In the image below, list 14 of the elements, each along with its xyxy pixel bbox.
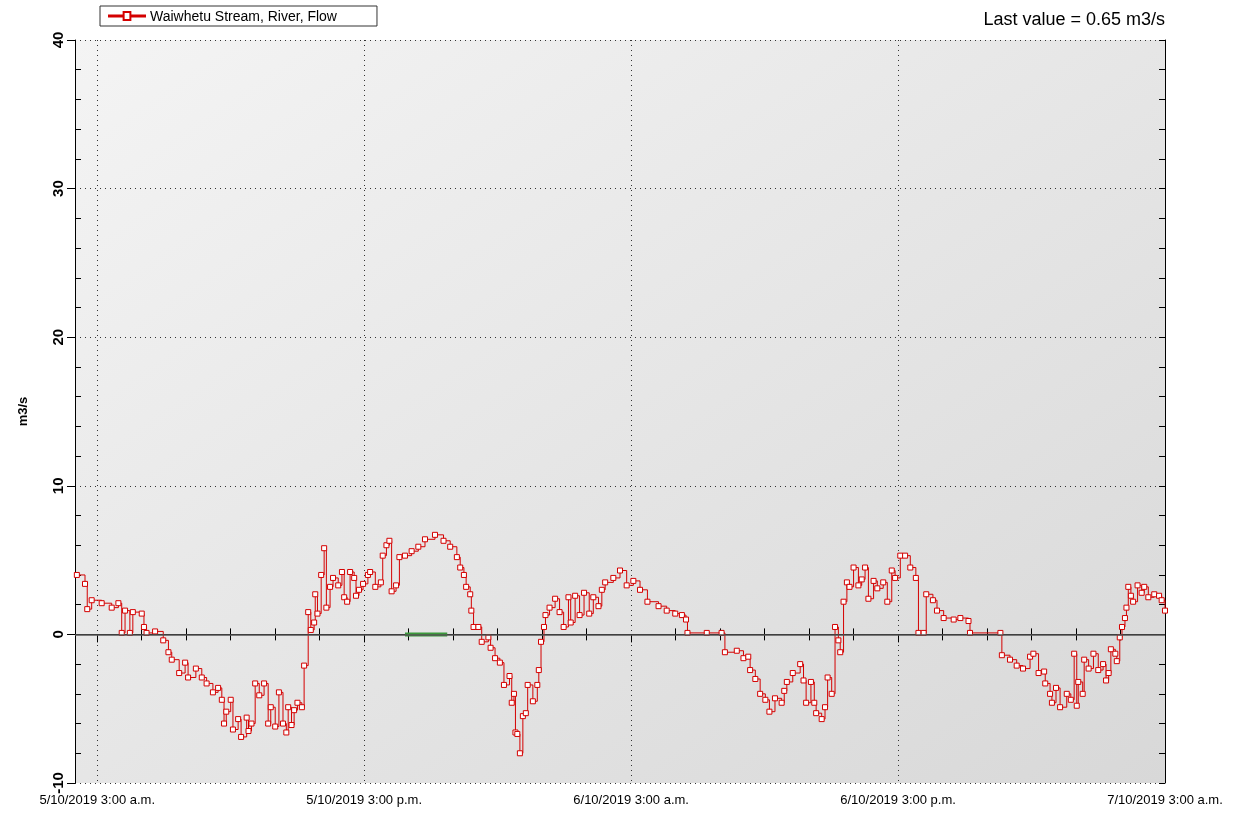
x-tick-label: 5/10/2019 3:00 p.m. [306,792,423,807]
legend-label: Waiwhetu Stream, River, Flow [150,8,338,24]
x-tick-label: 6/10/2019 3:00 p.m. [840,792,956,807]
y-tick-label: 0 [49,630,66,639]
y-axis-title: m3/s [15,396,30,427]
y-tick-label: 30 [49,180,66,197]
y-tick-label: 10 [49,477,66,495]
x-tick-label: 5/10/2019 3:00 a.m. [39,792,156,807]
x-tick-label: 6/10/2019 3:00 a.m. [573,792,689,807]
text: Last value = 0.65 m3/s [983,9,1165,29]
x-tick-label: 7/10/2019 3:00 a.m. [1107,792,1223,807]
y-tick-label: 40 [49,31,66,49]
y-tick-label: 20 [49,328,66,346]
y-tick-label: -10 [49,772,66,794]
